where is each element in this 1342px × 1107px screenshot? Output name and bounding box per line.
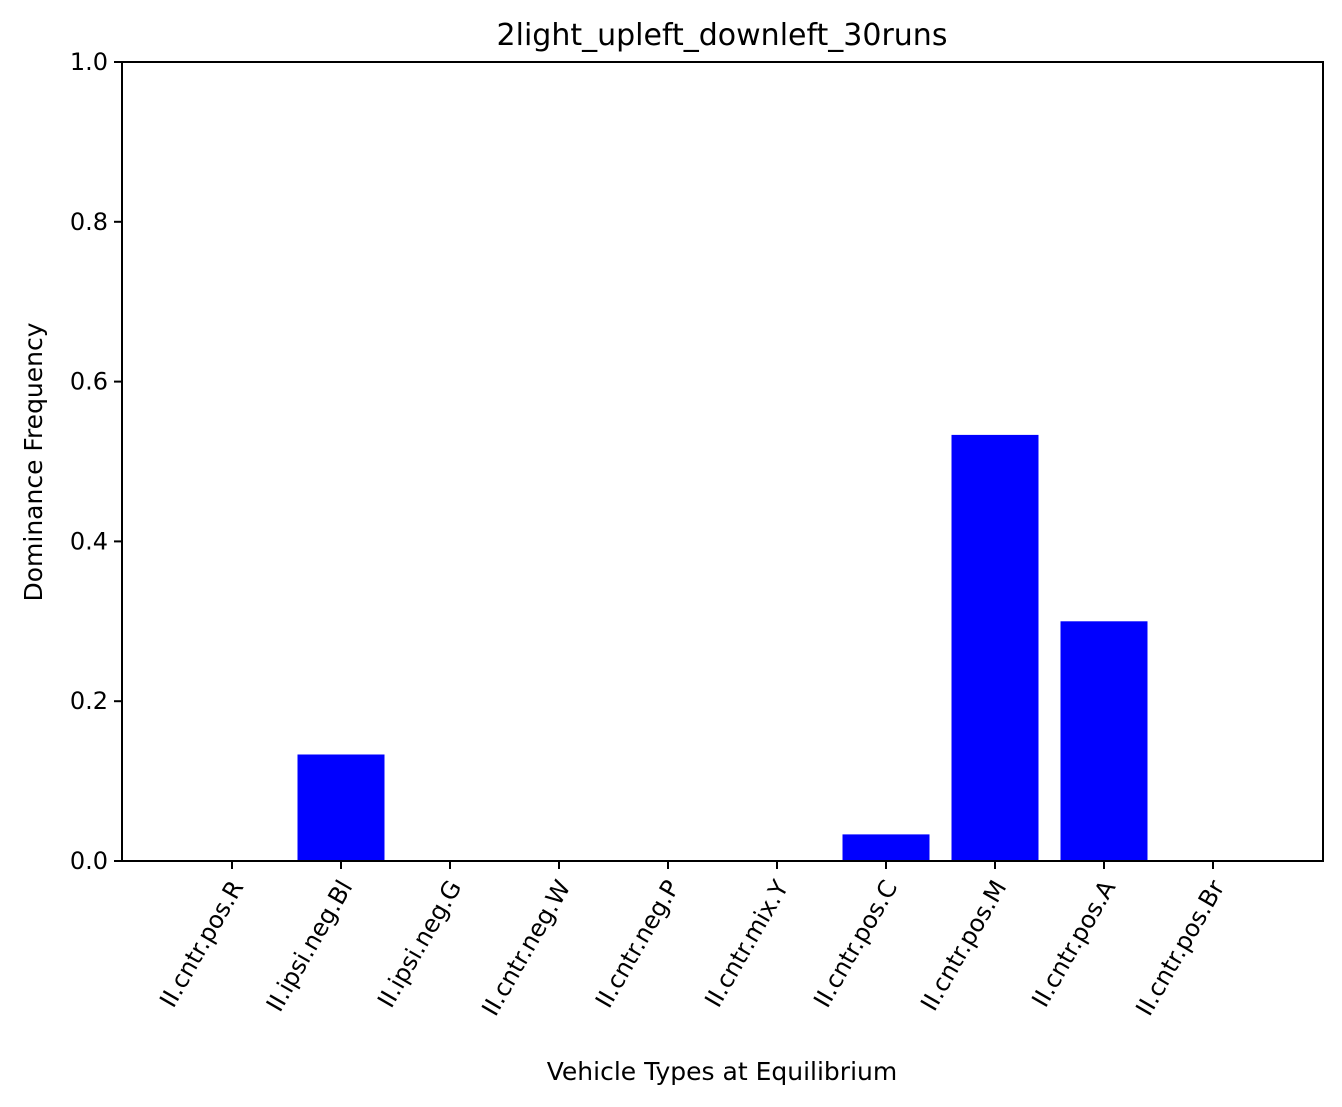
y-axis: 0.0 0.2 0.4 0.6 0.8 1.0 bbox=[70, 48, 122, 875]
x-tick-label-7: II.cntr.pos.M bbox=[915, 876, 1012, 1016]
y-tick-label-1: 0.2 bbox=[70, 687, 108, 715]
x-tick-label-6: II.cntr.pos.C bbox=[808, 876, 903, 1013]
bars-layer bbox=[297, 434, 1148, 861]
x-tick-label-8: II.cntr.pos.A bbox=[1026, 875, 1121, 1012]
y-tick-label-2: 0.4 bbox=[70, 527, 108, 555]
y-tick-label-5: 1.0 bbox=[70, 48, 108, 76]
y-tick-label-0: 0.0 bbox=[70, 847, 108, 875]
x-tick-label-0: II.cntr.pos.R bbox=[154, 876, 249, 1013]
x-tick-label-2: II.ipsi.neg.G bbox=[372, 876, 467, 1013]
x-tick-label-3: II.cntr.neg.W bbox=[476, 876, 576, 1021]
x-tick-label-1: II.ipsi.neg.Bl bbox=[261, 876, 358, 1017]
y-tick-label-4: 0.8 bbox=[70, 208, 108, 236]
y-tick-label-3: 0.6 bbox=[70, 368, 108, 396]
bar-1 bbox=[297, 754, 385, 861]
y-axis-label: Dominance Frequency bbox=[19, 322, 48, 601]
plot-frame bbox=[121, 61, 1324, 862]
bar-8 bbox=[1060, 621, 1148, 861]
bar-7 bbox=[951, 434, 1039, 861]
x-axis-label: Vehicle Types at Equilibrium bbox=[547, 1057, 897, 1086]
x-tick-label-5: II.cntr.mix.Y bbox=[699, 875, 794, 1012]
x-tick-label-4: II.cntr.neg.P bbox=[590, 876, 685, 1013]
x-tick-label-9: II.cntr.pos.Br bbox=[1130, 875, 1230, 1020]
x-axis: II.cntr.pos.R II.ipsi.neg.Bl II.ipsi.neg.G… bbox=[154, 861, 1230, 1021]
bar-6 bbox=[842, 834, 930, 861]
chart-title: 2light_upleft_downleft_30runs bbox=[497, 18, 948, 53]
